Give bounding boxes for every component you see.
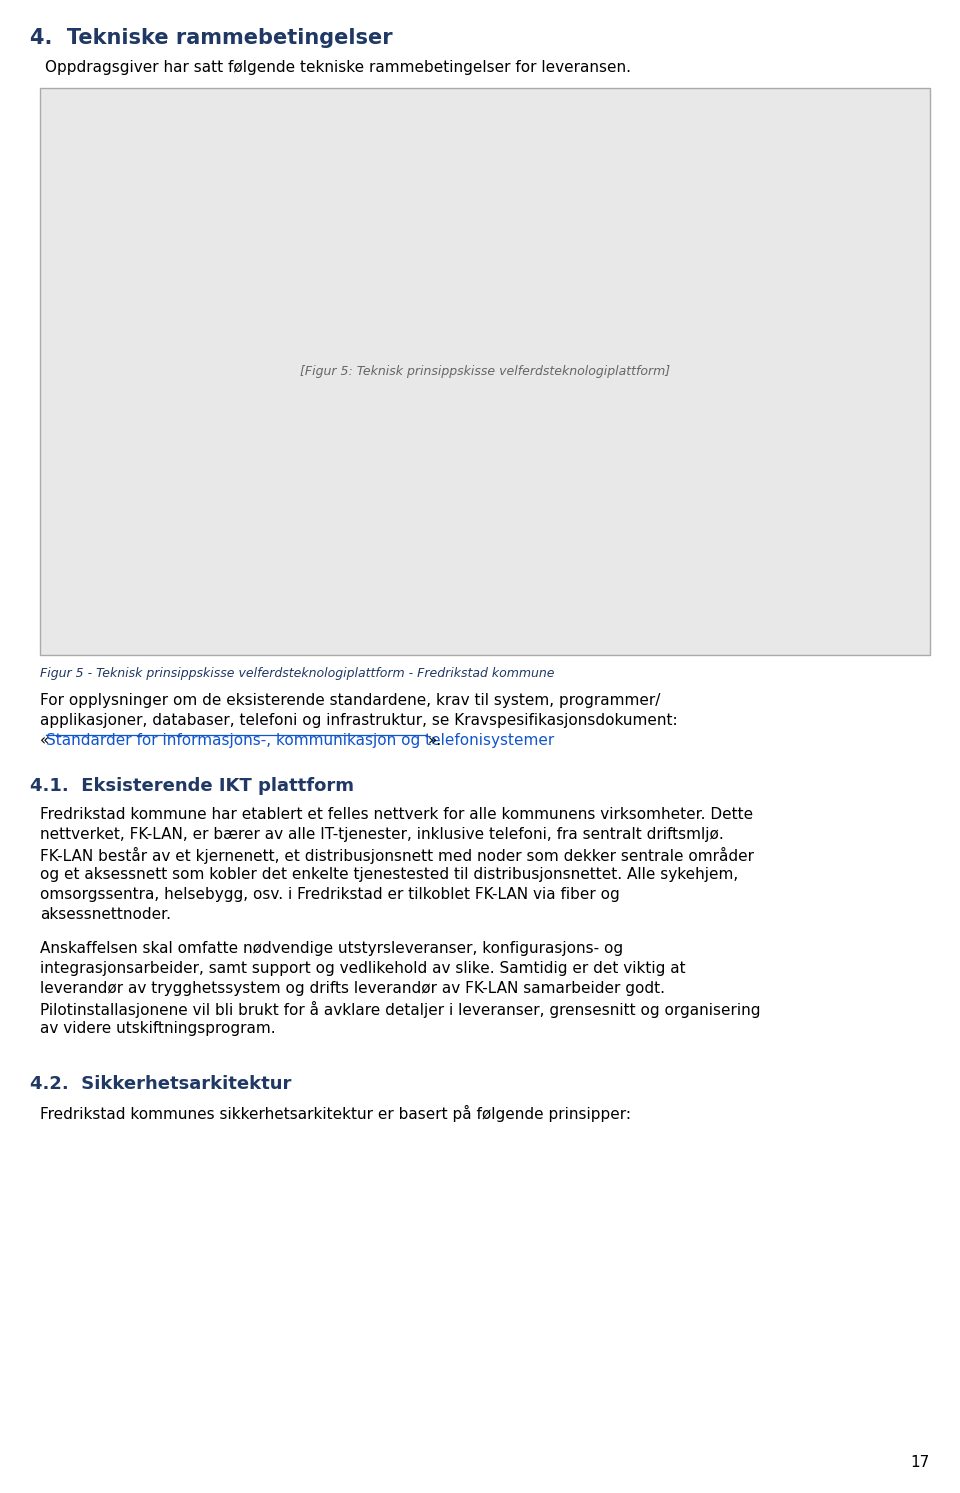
Text: Standarder for informasjons-, kommunikasjon og telefonisystemer: Standarder for informasjons-, kommunikas… [46, 733, 554, 748]
Text: og et aksessnett som kobler det enkelte tjenestested til distribusjonsnettet. Al: og et aksessnett som kobler det enkelte … [40, 867, 738, 882]
Text: 4.1.  Eksisterende IKT plattform: 4.1. Eksisterende IKT plattform [30, 776, 354, 794]
Text: «: « [40, 733, 49, 748]
Text: av videre utskiftningsprogram.: av videre utskiftningsprogram. [40, 1021, 276, 1036]
Text: For opplysninger om de eksisterende standardene, krav til system, programmer/: For opplysninger om de eksisterende stan… [40, 693, 660, 708]
Text: 4.2.  Sikkerhetsarkitektur: 4.2. Sikkerhetsarkitektur [30, 1075, 292, 1093]
Text: Figur 5 - Teknisk prinsippskisse velferdsteknologiplattform - Fredrikstad kommun: Figur 5 - Teknisk prinsippskisse velferd… [40, 667, 555, 679]
Text: Anskaffelsen skal omfatte nødvendige utstyrsleveranser, konfigurasjons- og: Anskaffelsen skal omfatte nødvendige uts… [40, 941, 623, 956]
Text: applikasjoner, databaser, telefoni og infrastruktur, se Kravspesifikasjonsdokume: applikasjoner, databaser, telefoni og in… [40, 714, 678, 729]
Text: Fredrikstad kommune har etablert et felles nettverk for alle kommunens virksomhe: Fredrikstad kommune har etablert et fell… [40, 808, 754, 823]
Text: leverandør av trygghetssystem og drifts leverandør av FK-LAN samarbeider godt.: leverandør av trygghetssystem og drifts … [40, 981, 665, 996]
Text: aksessnettnoder.: aksessnettnoder. [40, 908, 171, 923]
Bar [40, 88, 930, 655]
Text: [Figur 5: Teknisk prinsippskisse velferdsteknologiplattform]: [Figur 5: Teknisk prinsippskisse velferd… [300, 364, 670, 378]
Text: Oppdragsgiver har satt følgende tekniske rammebetingelser for leveransen.: Oppdragsgiver har satt følgende tekniske… [45, 60, 631, 75]
Text: integrasjonsarbeider, samt support og vedlikehold av slike. Samtidig er det vikt: integrasjonsarbeider, samt support og ve… [40, 961, 685, 976]
Text: 17: 17 [911, 1456, 930, 1471]
Text: Pilotinstallasjonene vil bli brukt for å avklare detaljer i leveranser, grensesn: Pilotinstallasjonene vil bli brukt for å… [40, 1000, 760, 1018]
Text: FK-LAN består av et kjernenett, et distribusjonsnett med noder som dekker sentra: FK-LAN består av et kjernenett, et distr… [40, 847, 754, 864]
Text: 4.  Tekniske rammebetingelser: 4. Tekniske rammebetingelser [30, 28, 393, 48]
Text: Fredrikstad kommunes sikkerhetsarkitektur er basert på følgende prinsipper:: Fredrikstad kommunes sikkerhetsarkitektu… [40, 1105, 631, 1123]
Text: omsorgssentra, helsebygg, osv. i Fredrikstad er tilkoblet FK-LAN via fiber og: omsorgssentra, helsebygg, osv. i Fredrik… [40, 887, 620, 902]
Text: ».: ». [427, 733, 442, 748]
Text: nettverket, FK-LAN, er bærer av alle IT-tjenester, inklusive telefoni, fra sentr: nettverket, FK-LAN, er bærer av alle IT-… [40, 827, 724, 842]
